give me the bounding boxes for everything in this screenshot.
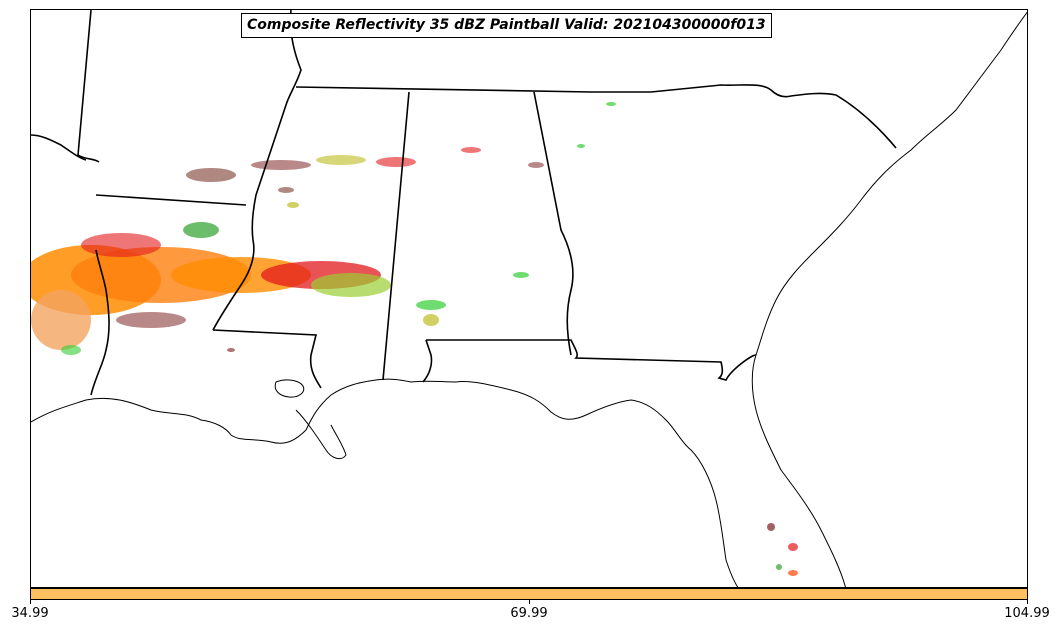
- state-border-ms-al: [382, 91, 410, 381]
- colorbar-tick-label-max: 104.99: [1004, 606, 1050, 621]
- reflectivity-blob: [606, 102, 616, 106]
- reflectivity-blob: [227, 348, 235, 352]
- reflectivity-blob: [31, 290, 91, 350]
- reflectivity-blob: [183, 222, 219, 238]
- reflectivity-paintball-layer: [31, 102, 798, 576]
- reflectivity-blob: [116, 312, 186, 328]
- map-panel: [30, 9, 1028, 588]
- reflectivity-blob: [767, 523, 775, 531]
- map-title: Composite Reflectivity 35 dBZ Paintball …: [241, 13, 772, 38]
- state-border-ok-ar: [77, 10, 100, 163]
- reflectivity-blob: [461, 147, 481, 153]
- colorbar-tick-label-mid: 69.99: [510, 606, 548, 621]
- state-border-al-ga: [533, 91, 574, 356]
- state-border-fl-north: [426, 339, 757, 381]
- reflectivity-blob: [61, 345, 81, 355]
- reflectivity-blob: [423, 314, 439, 326]
- reflectivity-blob: [311, 273, 391, 297]
- colorbar-tick: [1027, 600, 1028, 604]
- state-borders-layer: [31, 10, 897, 396]
- reflectivity-blob: [278, 187, 294, 193]
- mississippi-delta: [295, 409, 347, 460]
- state-border-al-fl-west: [422, 339, 433, 383]
- reflectivity-blob: [251, 160, 311, 170]
- state-border-ga-sc: [650, 84, 897, 149]
- colorbar-tick: [30, 600, 31, 604]
- reflectivity-blob: [788, 570, 798, 576]
- reflectivity-blob: [776, 564, 782, 570]
- reflectivity-blob: [788, 543, 798, 551]
- reflectivity-blob: [316, 155, 366, 165]
- colorbar-tick: [529, 600, 530, 604]
- mississippi-river: [212, 10, 302, 331]
- reflectivity-blob: [376, 157, 416, 167]
- reflectivity-blob: [416, 300, 446, 310]
- reflectivity-blob: [513, 272, 529, 278]
- reflectivity-blob: [81, 233, 161, 257]
- gulf-coastline: [31, 378, 739, 587]
- atlantic-coastline: [751, 11, 1027, 587]
- state-border-tx-la: [90, 249, 110, 396]
- reflectivity-blob: [287, 202, 299, 208]
- reflectivity-blob: [528, 162, 544, 168]
- state-border-ms-la: [212, 329, 322, 389]
- lake-pontchartrain: [274, 379, 305, 398]
- state-border-arkansas-south: [95, 194, 247, 206]
- colorbar: [30, 588, 1028, 600]
- reflectivity-blob: [577, 144, 585, 148]
- reflectivity-blob: [186, 168, 236, 182]
- state-border-tennessee-north: [295, 86, 651, 93]
- coastline-layer: [31, 11, 1027, 587]
- colorbar-tick-label-min: 34.99: [11, 606, 49, 621]
- map-canvas: [31, 10, 1027, 587]
- state-border-ok-tx: [31, 134, 87, 161]
